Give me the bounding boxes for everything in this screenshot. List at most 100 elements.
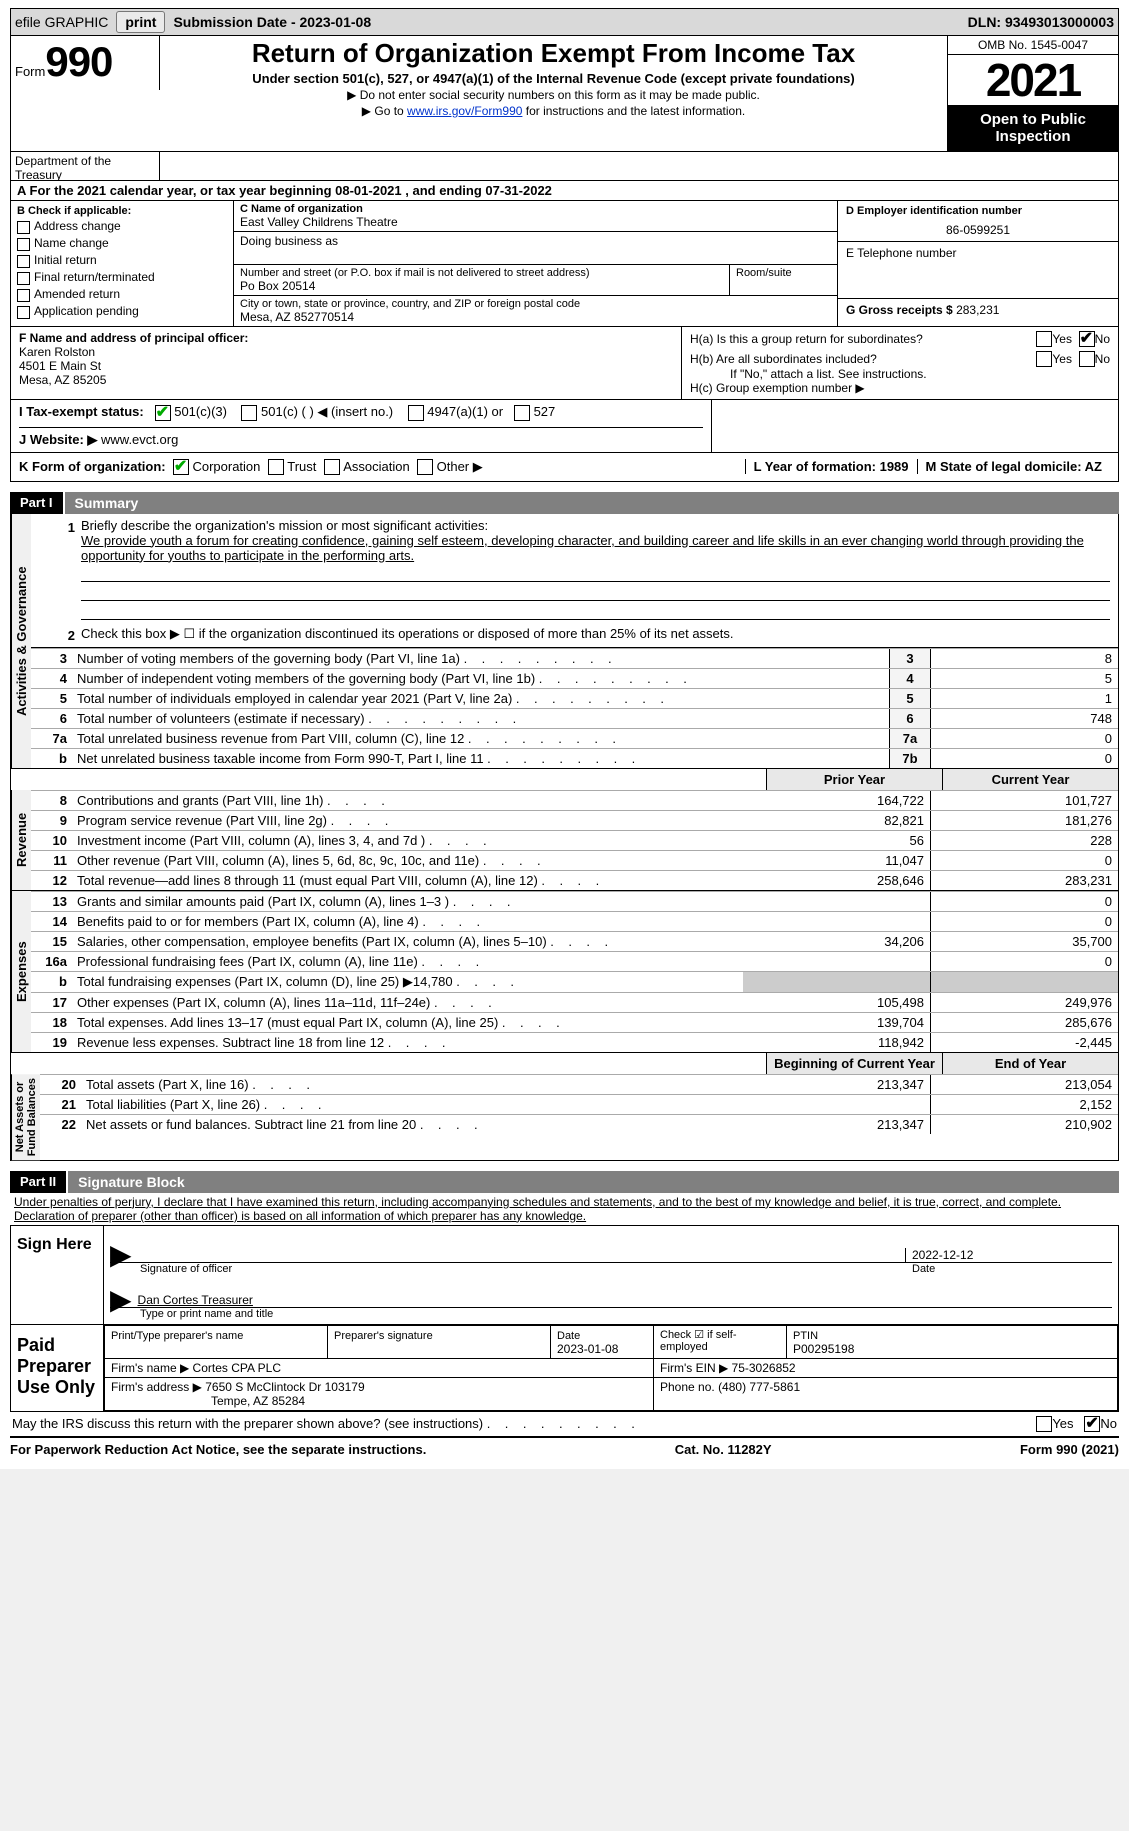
summary-row: 5Total number of individuals employed in…: [31, 688, 1118, 708]
527-checkbox: [514, 405, 530, 421]
sign-here-block: Sign Here ▶ 2022-12-12 Signature of offi…: [10, 1225, 1119, 1325]
summary-row: 14Benefits paid to or for members (Part …: [31, 911, 1118, 931]
ptin-value: P00295198: [793, 1342, 854, 1356]
paid-preparer-label: Paid Preparer Use Only: [11, 1325, 104, 1411]
chk-label-3: Final return/terminated: [34, 270, 155, 284]
h-self-employed: Check ☑ if self-employed: [654, 1325, 787, 1358]
vlabel-revenue: Revenue: [11, 790, 31, 890]
b-header: B Check if applicable:: [17, 205, 227, 217]
summary-row: 8Contributions and grants (Part VIII, li…: [31, 790, 1118, 810]
discuss-yes-checkbox: [1036, 1416, 1052, 1432]
boy-eoy-header: Beginning of Current Year End of Year: [11, 1052, 1118, 1074]
opt-501c: 501(c) ( ) ◀ (insert no.): [261, 404, 393, 419]
arrow-icon: ▶: [110, 1293, 132, 1307]
instr2-post: for instructions and the latest informat…: [522, 104, 745, 118]
opt-corp: Corporation: [192, 459, 260, 474]
q2-desc: Check this box ▶ ☐ if the organization d…: [81, 626, 1110, 645]
sig-officer-label: Signature of officer: [110, 1263, 906, 1275]
form-header: Form990 Return of Organization Exempt Fr…: [10, 36, 1119, 152]
chk-label-0: Address change: [34, 219, 121, 233]
h-prep-name: Print/Type preparer's name: [111, 1330, 243, 1342]
ha-yes-checkbox: [1036, 331, 1052, 347]
street-value: Po Box 20514: [240, 279, 723, 293]
summary-row: 17Other expenses (Part IX, column (A), l…: [31, 992, 1118, 1012]
summary-row: 6Total number of volunteers (estimate if…: [31, 708, 1118, 728]
boy-hdr: Beginning of Current Year: [766, 1053, 943, 1074]
sig-date-label: Date: [906, 1263, 1112, 1275]
firm-ein-label: Firm's EIN ▶: [660, 1361, 728, 1375]
summary-row: 21Total liabilities (Part X, line 26)2,1…: [40, 1094, 1118, 1114]
form-number: 990: [45, 38, 112, 85]
dba-label: Doing business as: [240, 234, 831, 248]
ha-no-checkbox: [1079, 331, 1095, 347]
part2-header: Part II Signature Block: [10, 1171, 1119, 1193]
main-title: Return of Organization Exempt From Incom…: [164, 38, 943, 69]
chk-initial-return: Initial return: [17, 253, 227, 268]
org-name: East Valley Childrens Theatre: [240, 215, 831, 229]
vlabel-activities: Activities & Governance: [11, 514, 31, 768]
penalty-text: Under penalties of perjury, I declare th…: [10, 1193, 1119, 1225]
instruction-2: ▶ Go to www.irs.gov/Form990 for instruct…: [164, 104, 943, 118]
summary-row: 4Number of independent voting members of…: [31, 668, 1118, 688]
hb-yes-checkbox: [1036, 351, 1052, 367]
city-value: Mesa, AZ 852770514: [240, 310, 831, 324]
firm-addr2: Tempe, AZ 85284: [211, 1394, 305, 1408]
m-domicile: M State of legal domicile: AZ: [926, 459, 1102, 474]
subtitle: Under section 501(c), 527, or 4947(a)(1)…: [164, 71, 943, 86]
summary-row: 10Investment income (Part VIII, column (…: [31, 830, 1118, 850]
firm-addr-label: Firm's address ▶: [111, 1380, 202, 1394]
q1-text: We provide youth a forum for creating co…: [81, 533, 1084, 563]
j-label: J Website: ▶: [19, 432, 97, 447]
ein-value: 86-0599251: [846, 223, 1110, 237]
other-checkbox: [417, 459, 433, 475]
ha-yes-label: Yes: [1052, 332, 1072, 346]
dln-label: DLN:: [968, 14, 1005, 30]
part1-title: Summary: [63, 492, 1119, 514]
efile-label: efile GRAPHIC: [15, 14, 108, 30]
prior-current-header: b Prior Year Current Year: [11, 768, 1118, 790]
ein-label: D Employer identification number: [846, 205, 1110, 217]
discuss-row: May the IRS discuss this return with the…: [10, 1412, 1119, 1438]
opt-4947: 4947(a)(1) or: [427, 404, 503, 419]
part1-header: Part I Summary: [10, 492, 1119, 514]
501c-checkbox: [241, 405, 257, 421]
current-year-hdr: Current Year: [943, 769, 1118, 790]
summary-row: 16aProfessional fundraising fees (Part I…: [31, 951, 1118, 971]
instr2-pre: ▶ Go to: [362, 104, 407, 118]
footer-left: For Paperwork Reduction Act Notice, see …: [10, 1442, 426, 1457]
chk-label-1: Name change: [34, 236, 109, 250]
hb-no-label: No: [1095, 352, 1110, 366]
opt-assoc: Association: [343, 459, 409, 474]
hb-no-checkbox: [1079, 351, 1095, 367]
hc-label: H(c) Group exemption number ▶: [690, 381, 1110, 395]
phone-value: (480) 777-5861: [718, 1380, 800, 1394]
summary-row: 15Salaries, other compensation, employee…: [31, 931, 1118, 951]
section-fh: F Name and address of principal officer:…: [10, 327, 1119, 400]
chk-final-return: Final return/terminated: [17, 270, 227, 285]
officer-name: Karen Rolston: [19, 345, 95, 359]
ha-no-label: No: [1095, 332, 1110, 346]
street-label: Number and street (or P.O. box if mail i…: [240, 267, 723, 279]
footer-mid: Cat. No. 11282Y: [675, 1442, 772, 1457]
discuss-no-checkbox: [1084, 1416, 1100, 1432]
inspect1: Open to Public: [980, 111, 1086, 128]
h-ptin: PTIN: [793, 1330, 818, 1342]
vlabel-expenses: Expenses: [11, 891, 31, 1052]
i-label: I Tax-exempt status:: [19, 404, 144, 419]
sig-date-value: 2022-12-12: [905, 1248, 1112, 1262]
section-bcd: B Check if applicable: Address change Na…: [10, 201, 1119, 327]
firm-addr1: 7650 S McClintock Dr 103179: [205, 1380, 364, 1394]
irs-link[interactable]: www.irs.gov/Form990: [407, 104, 522, 118]
section-ij: I Tax-exempt status: 501(c)(3) 501(c) ( …: [10, 400, 1119, 453]
city-label: City or town, state or province, country…: [240, 298, 831, 310]
print-button[interactable]: print: [116, 11, 165, 33]
summary-row: 18Total expenses. Add lines 13–17 (must …: [31, 1012, 1118, 1032]
summary-row: 22Net assets or fund balances. Subtract …: [40, 1114, 1118, 1134]
dept-row: Department of the TreasuryInternal Reven…: [10, 152, 1119, 181]
submission-date: 2023-01-08: [300, 14, 372, 30]
firm-ein: 75-3026852: [732, 1361, 796, 1375]
footer-right: Form 990 (2021): [1020, 1442, 1119, 1457]
phone-label: Phone no.: [660, 1380, 715, 1394]
summary-row: 12Total revenue—add lines 8 through 11 (…: [31, 870, 1118, 890]
discuss-no: No: [1100, 1416, 1117, 1431]
